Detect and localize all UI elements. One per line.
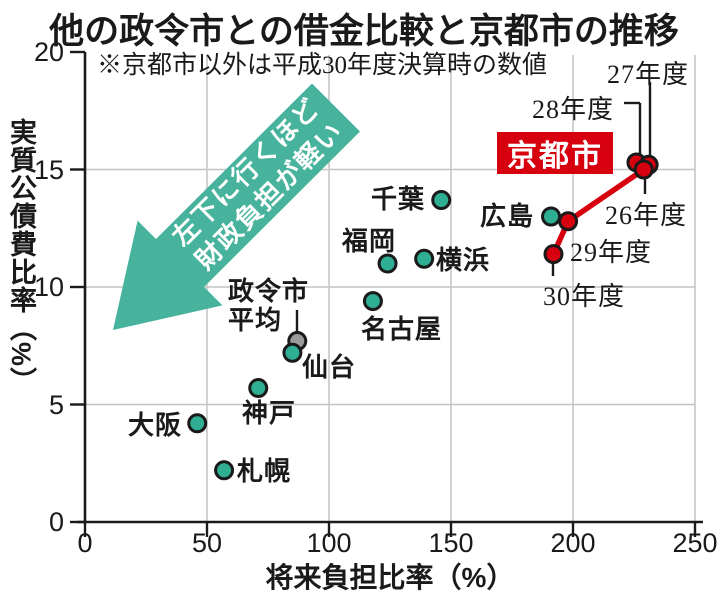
y-tick-label-15: 15 (33, 154, 64, 185)
y-tick-label-5: 5 (48, 389, 64, 420)
dot-nagoya (362, 291, 383, 312)
x-axis-title: 将来負担比率（%） (265, 562, 515, 593)
footnote: ※京都市以外は平成30年度決算時の数値 (97, 52, 548, 79)
point-label-h29: 29年度 (570, 238, 653, 267)
dot-sapporo (214, 460, 235, 481)
point-label-heikin: 政令市 平均 (228, 276, 310, 335)
dot-osaka (187, 413, 208, 434)
point-label-hiroshima: 広島 (480, 201, 535, 231)
x-tick-label-150: 150 (428, 528, 474, 558)
point-label-osaka: 大阪 (128, 410, 183, 440)
x-tick-label-50: 50 (191, 528, 223, 558)
point-label-h26: 26年度 (605, 201, 688, 230)
y-tick-label-10: 10 (33, 272, 64, 302)
point-label-fukuoka: 福岡 (342, 226, 397, 256)
dot-chiba (431, 190, 452, 211)
dot-kyoto-h26 (633, 159, 654, 180)
x-tick-label-0: 0 (77, 528, 93, 558)
dot-fukuoka (377, 253, 398, 274)
y-tick-label-0: 0 (48, 507, 64, 537)
point-label-h28: 28年度 (532, 95, 615, 124)
y-tick-label-20: 20 (33, 37, 64, 67)
point-label-kobe: 神戸 (242, 398, 297, 428)
down-left-arrow (113, 83, 360, 330)
point-label-sendai: 仙台 (302, 352, 357, 382)
kyoto-series-badge: 京都市 (497, 132, 613, 174)
point-label-yokohama: 横浜 (436, 245, 491, 275)
point-label-h30: 30年度 (543, 282, 626, 311)
dot-yokohama (414, 248, 435, 269)
x-tick-label-250: 250 (672, 528, 718, 558)
page-title: 他の政令市との借金比較と京都市の推移 (49, 12, 679, 51)
point-label-chiba: 千葉 (371, 184, 426, 214)
x-tick-label-100: 100 (306, 528, 352, 558)
point-label-nagoya: 名古屋 (361, 314, 443, 344)
y-axis-title: 実質公債費比率（%） (6, 118, 36, 396)
dot-kyoto-h29 (558, 211, 579, 232)
point-label-sapporo: 札幌 (237, 456, 292, 486)
dot-kobe (248, 378, 269, 399)
point-label-h27: 27年度 (607, 60, 690, 89)
dot-sendai (282, 342, 303, 363)
dot-kyoto-h30 (543, 244, 564, 265)
dot-hiroshima (541, 206, 562, 227)
x-tick-label-200: 200 (550, 528, 596, 558)
